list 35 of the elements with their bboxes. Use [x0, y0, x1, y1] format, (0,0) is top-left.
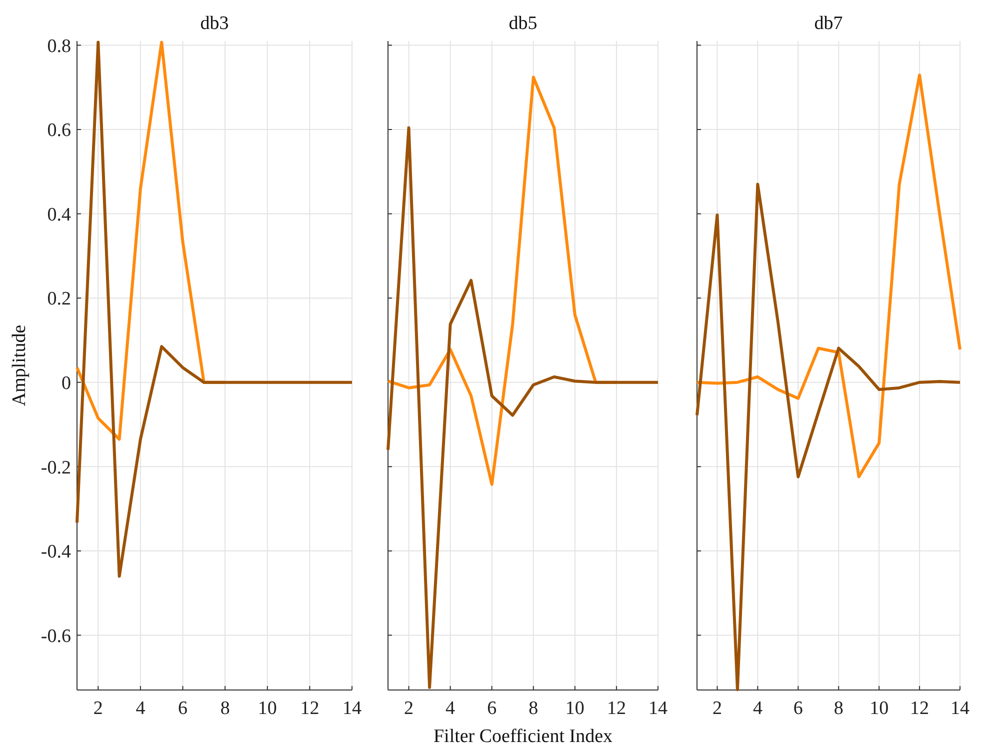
x-tick-label: 2	[404, 698, 414, 719]
x-tick-label: 10	[565, 698, 584, 719]
x-tick-label: 6	[178, 698, 188, 719]
x-tick-label: 14	[648, 698, 668, 719]
y-tick-label: -0.4	[40, 542, 72, 563]
x-tick-label: 14	[950, 698, 970, 719]
y-tick-label: -0.2	[40, 457, 71, 478]
x-tick-label: 6	[793, 698, 803, 719]
y-tick-label: 0.4	[47, 204, 72, 226]
y-tick-label: 0.8	[47, 36, 71, 57]
x-tick-label: 6	[487, 698, 497, 719]
x-tick-label: 2	[93, 698, 103, 719]
x-tick-label: 4	[752, 698, 763, 719]
x-tick-label: 8	[220, 698, 230, 719]
x-tick-label: 12	[300, 698, 320, 719]
x-tick-label: 8	[834, 698, 844, 719]
x-tick-label: 4	[446, 698, 456, 719]
x-tick-label: 12	[910, 698, 930, 719]
x-tick-label: 12	[606, 698, 626, 719]
chart-title: db5	[508, 13, 538, 34]
y-tick-label: 0.6	[47, 120, 71, 142]
chart-title: db7	[814, 13, 843, 34]
x-axis-title: Filter Coefficient Index	[433, 726, 614, 747]
line-series	[76, 40, 354, 578]
y-tick-label: -0.6	[40, 626, 71, 647]
x-tick-label: 2	[712, 698, 722, 719]
x-tick-label: 4	[136, 698, 146, 719]
y-tick-label: 0.2	[47, 288, 71, 310]
x-tick-label: 10	[258, 698, 277, 719]
y-axis-title: Amplitude	[9, 324, 30, 406]
x-tick-label: 8	[528, 698, 538, 719]
y-tick-label: 0	[62, 373, 71, 394]
chart-title: db3	[200, 13, 229, 34]
x-tick-label: 14	[342, 698, 362, 719]
x-tick-label: 10	[870, 698, 889, 719]
